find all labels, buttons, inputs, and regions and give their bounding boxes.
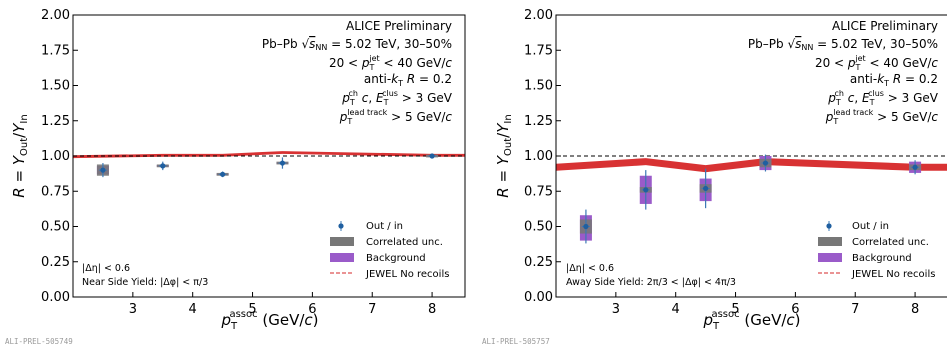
y-tick-label: 1.00 (524, 149, 553, 164)
jet-algorithm-label: anti-kT R = 0.2 (364, 72, 452, 88)
leading-track-cut-label: pTlead track > 5 GeV/c (825, 108, 939, 126)
y-tick-label: 1.00 (41, 149, 70, 164)
legend-entry-jewel: JEWEL No recoils (330, 269, 449, 280)
preliminary-id: ALI-PREL-505757 (482, 337, 550, 346)
legend-entry-background: Background (818, 253, 912, 264)
x-tick-label: 5 (731, 302, 739, 317)
legend-entry-out-in: Out / in (826, 221, 889, 232)
x-axis-label: pTassoc (GeV/c) (220, 309, 318, 332)
constituent-cut-label: pTch c, ETclus > 3 GeV (827, 89, 939, 107)
y-tick-label: 0.25 (524, 255, 553, 270)
jet-pt-range-label: 20 < pTjet < 40 GeV/c (815, 54, 938, 72)
y-ticks: 0.00 0.25 0.50 0.75 1.00 1.25 1.50 1.75 2.00 (524, 8, 561, 305)
legend-label-out-in: Out / in (852, 221, 889, 232)
y-tick-label: 0.00 (524, 290, 553, 305)
legend-entry-jewel: JEWEL No recoils (818, 269, 935, 280)
data-point (762, 160, 769, 166)
data-point (100, 167, 106, 173)
y-tick-label: 2.00 (41, 8, 70, 23)
y-tick-label: 0.75 (524, 184, 553, 199)
legend-label-jewel: JEWEL No recoils (851, 269, 935, 280)
y-tick-label: 1.75 (524, 43, 553, 58)
data-point (703, 185, 709, 192)
eta-cut-note: |Δη| < 0.6 (82, 263, 130, 274)
legend-entry-out-in: Out / in (338, 221, 403, 232)
legend-entry-correlated: Correlated unc. (818, 237, 929, 248)
data-point (160, 163, 166, 169)
preliminary-id: ALI-PREL-505749 (5, 337, 73, 346)
x-tick-label: 6 (308, 302, 316, 317)
y-tick-label: 1.75 (41, 43, 70, 58)
collision-system-label: Pb–Pb √sNN = 5.02 TeV, 30–50% (262, 37, 452, 52)
x-ticks: 3 4 5 6 7 8 (129, 292, 436, 317)
chart-panel-away-side: 3 4 5 6 7 8 0.00 0.25 0.50 0.75 1.00 1.25 1.50 1.75 2… (482, 8, 947, 346)
legend-marker-icon (826, 223, 832, 229)
collision-system-label: Pb–Pb √sNN = 5.02 TeV, 30–50% (748, 37, 938, 52)
x-tick-label: 4 (189, 302, 197, 317)
data-point (912, 164, 918, 170)
legend: Out / in Correlated unc. Background JEWE… (330, 221, 449, 280)
y-tick-label: 0.00 (41, 290, 70, 305)
legend-label-jewel: JEWEL No recoils (365, 269, 449, 280)
jet-pt-range-label: 20 < pTjet < 40 GeV/c (329, 54, 452, 72)
yield-region-note: Near Side Yield: |Δφ| < π/3 (82, 277, 208, 288)
constituent-cut-label: pTch c, ETclus > 3 GeV (341, 89, 453, 107)
legend-label-correlated: Correlated unc. (852, 237, 929, 248)
legend-swatch-correlated (818, 237, 842, 246)
x-tick-label: 3 (612, 302, 620, 317)
legend-entry-background: Background (330, 253, 426, 264)
leading-track-cut-label: pTlead track > 5 GeV/c (339, 108, 453, 126)
eta-cut-note: |Δη| < 0.6 (566, 263, 614, 274)
y-tick-label: 2.00 (524, 8, 553, 23)
legend-swatch-background (330, 253, 354, 262)
y-tick-label: 1.25 (524, 114, 553, 129)
y-ticks: 0.00 0.25 0.50 0.75 1.00 1.25 1.50 1.75 2.00 (41, 8, 78, 305)
y-tick-label: 0.50 (41, 220, 70, 235)
jewel-band (73, 151, 465, 159)
legend-label-background: Background (366, 253, 426, 264)
experiment-label: ALICE Preliminary (832, 19, 938, 33)
legend-label-correlated: Correlated unc. (366, 237, 443, 248)
data-marks (556, 154, 947, 244)
x-tick-label: 8 (911, 302, 919, 317)
legend-label-background: Background (852, 253, 912, 264)
x-tick-label: 4 (672, 302, 680, 317)
jewel-band (556, 158, 947, 173)
x-tick-label: 7 (851, 302, 859, 317)
y-axis-label: R = YOut/YIn (10, 114, 30, 197)
x-tick-label: 7 (368, 302, 376, 317)
y-tick-label: 1.25 (41, 114, 70, 129)
y-tick-label: 1.50 (524, 79, 553, 94)
y-tick-label: 0.25 (41, 255, 70, 270)
plot-frame (72, 14, 466, 298)
y-axis-label: R = YOut/YIn (494, 114, 514, 197)
yield-region-note: Away Side Yield: 2π/3 < |Δφ| < 4π/3 (566, 277, 736, 288)
legend: Out / in Correlated unc. Background JEWE… (818, 221, 935, 280)
legend-marker-icon (338, 223, 344, 229)
x-tick-label: 3 (129, 302, 137, 317)
data-point (279, 160, 286, 166)
data-marks (73, 151, 465, 178)
data-point (583, 223, 589, 230)
chart-panel-near-side: 3 4 5 6 7 8 0.00 0.25 0.50 0.75 1.00 1.25 1.50 1.75 2… (5, 8, 466, 346)
legend-entry-correlated: Correlated unc. (330, 237, 443, 248)
plot-frame (555, 14, 947, 298)
data-point (220, 171, 226, 177)
legend-swatch-correlated (330, 237, 354, 246)
x-tick-label: 5 (248, 302, 256, 317)
x-tick-label: 6 (791, 302, 799, 317)
x-tick-label: 8 (428, 302, 436, 317)
experiment-label: ALICE Preliminary (346, 19, 452, 33)
x-ticks: 3 4 5 6 7 8 (612, 292, 919, 317)
data-point (429, 153, 435, 159)
data-point (643, 187, 649, 193)
y-tick-label: 0.75 (41, 184, 70, 199)
x-axis-label: pTassoc (GeV/c) (702, 309, 800, 332)
y-tick-label: 0.50 (524, 220, 553, 235)
legend-label-out-in: Out / in (366, 221, 403, 232)
jet-algorithm-label: anti-kT R = 0.2 (850, 72, 938, 88)
y-tick-label: 1.50 (41, 79, 70, 94)
legend-swatch-background (818, 253, 842, 262)
